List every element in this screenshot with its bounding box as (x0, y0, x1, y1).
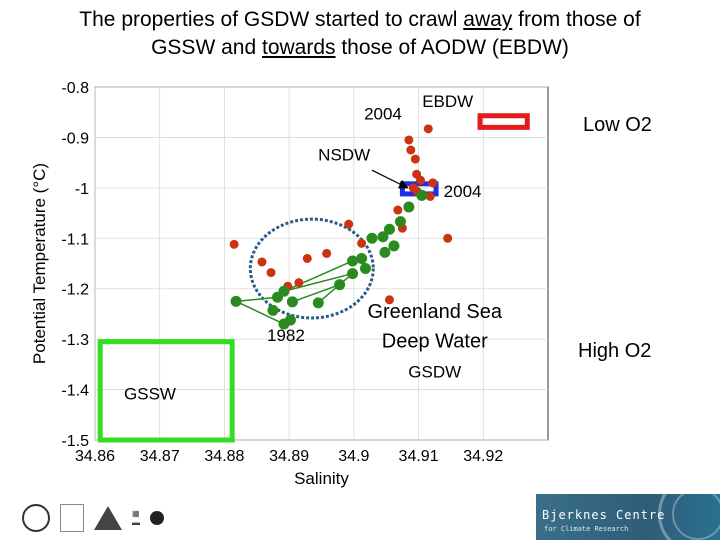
bjerknes-subtitle: for Climate Research (544, 525, 629, 533)
red-data-point (302, 253, 312, 263)
y-tick-label: -1.2 (61, 282, 89, 299)
swirl-icon (658, 494, 720, 540)
annotation-deep-water: Deep Water (382, 331, 488, 353)
green-data-point (379, 246, 391, 258)
green-data-point (347, 255, 359, 267)
red-data-point (322, 248, 332, 258)
connector-line (283, 260, 353, 292)
gsdw-1982-ellipse (248, 217, 375, 320)
green-data-point (334, 279, 346, 291)
green-data-point (403, 201, 415, 213)
plot-area (94, 86, 549, 441)
red-data-point (229, 239, 239, 249)
y-axis-label: Potential Temperature (°C) (30, 163, 49, 364)
connector-line (292, 283, 340, 303)
box-gssw (97, 339, 235, 443)
y-tick-label: -1.1 (61, 231, 89, 248)
x-tick-label: 34.88 (204, 448, 244, 465)
x-tick-label: 34.92 (463, 448, 503, 465)
annotation-2004: 2004 (364, 104, 402, 123)
annotation-1982: 1982 (267, 326, 305, 345)
green-data-point (416, 189, 428, 201)
red-data-point (404, 135, 414, 145)
green-data-point (267, 304, 279, 316)
x-tick-label: 34.9 (338, 448, 369, 465)
high-o2-label: High O2 (578, 340, 652, 362)
green-data-point (366, 232, 378, 244)
annotation-gssw: GSSW (124, 385, 176, 404)
red-data-point (443, 233, 453, 243)
title-line-1: The properties of GSDW started to crawl … (79, 8, 641, 31)
footer: ▦ ▬ Bjerknes Centre for Climate Research (0, 494, 720, 540)
x-tick-label: 34.86 (75, 448, 115, 465)
green-data-point (360, 263, 372, 275)
title-line-2: GSSW and towards those of AODW (EBDW) (151, 36, 569, 59)
connector-line (283, 272, 353, 292)
partner-logos: ▦ ▬ (22, 502, 164, 534)
red-data-point (257, 257, 267, 267)
slide-title: The properties of GSDW started to crawl … (0, 6, 720, 62)
annotation-ebdw: EBDW (422, 92, 473, 111)
red-data-point (266, 268, 276, 278)
y-tick-label: -1.5 (61, 433, 89, 450)
swirl-inner-icon (672, 494, 720, 540)
green-data-point (312, 297, 324, 309)
annotation-nsdw: NSDW (318, 146, 370, 165)
red-data-point (416, 175, 426, 185)
x-tick-label: 34.91 (399, 448, 439, 465)
title-towards: towards (261, 36, 336, 59)
low-o2-label: Low O2 (583, 114, 652, 136)
nsdw-arrow (371, 169, 409, 189)
connector-line (236, 296, 278, 303)
x-tick-label: 34.89 (269, 448, 309, 465)
ts-scatter-chart: 34.86 34.87 34.88 34.89 34.9 34.91 34.92 -0.8 -0… (30, 80, 549, 488)
green-data-point (271, 291, 283, 303)
green-data-point (388, 240, 400, 252)
nansen-logo-icon: ▦ ▬ (132, 509, 140, 527)
red-data-point (294, 278, 304, 288)
uni-research-logo-icon (150, 511, 164, 525)
y-tick-label: -1.4 (61, 383, 89, 400)
y-tick-label: -0.9 (61, 130, 89, 147)
box-ebdw (477, 113, 530, 130)
red-data-point (384, 295, 394, 305)
y-tick-label: -0.8 (61, 80, 89, 97)
red-data-point (344, 219, 354, 229)
green-data-point (377, 231, 389, 243)
green-data-point (278, 318, 290, 330)
green-data-point (230, 295, 242, 307)
nersc-logo-icon (94, 506, 122, 530)
annotation-gsdw: GSDW (408, 362, 461, 381)
red-data-point (423, 124, 433, 134)
green-data-point (286, 296, 298, 308)
green-data-point (356, 252, 368, 264)
bjerknes-centre-logo: Bjerknes Centre for Climate Research (536, 494, 720, 540)
connector-line (235, 300, 285, 325)
x-axis-label: Salinity (294, 469, 349, 488)
red-data-point (410, 154, 420, 164)
bjerknes-name: Bjerknes Centre (542, 508, 666, 522)
x-tick-label: 34.87 (140, 448, 180, 465)
red-data-point (393, 205, 403, 215)
green-data-point (383, 223, 395, 235)
annotation-2004: 2004 (444, 182, 482, 201)
university-seal-icon (22, 504, 50, 532)
y-tick-label: -1 (75, 181, 89, 198)
green-data-point (394, 216, 406, 228)
y-tick-label: -1.3 (61, 332, 89, 349)
annotation-greenland-sea: Greenland Sea (367, 301, 502, 323)
red-data-point (425, 191, 435, 201)
red-data-point (428, 178, 438, 188)
green-data-point (347, 268, 359, 280)
red-data-point (406, 145, 416, 155)
red-data-point (357, 238, 367, 248)
title-away: away (463, 8, 513, 31)
institute-logo-icon (60, 504, 84, 532)
